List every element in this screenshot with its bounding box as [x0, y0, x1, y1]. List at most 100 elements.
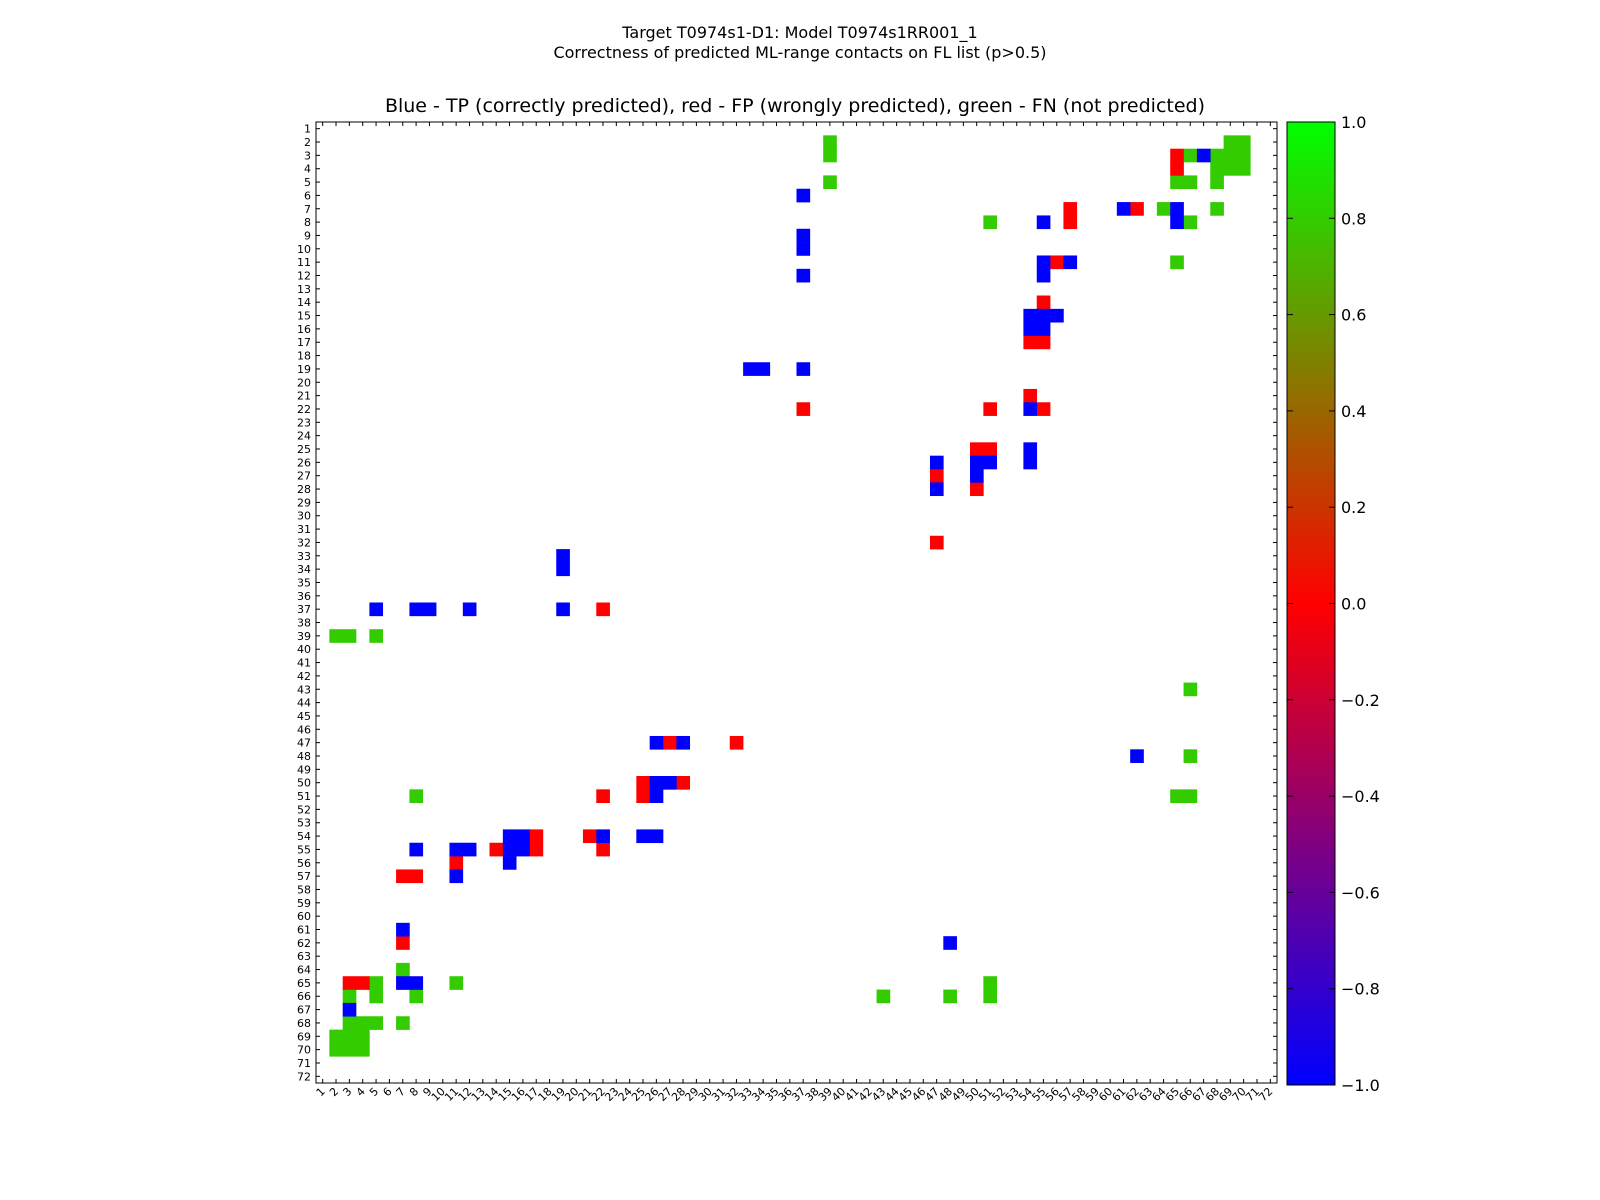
cell-fn	[342, 989, 357, 1004]
y-tick-label: 62	[297, 937, 311, 950]
cell-fn	[1170, 255, 1184, 270]
cell-tp	[1170, 215, 1184, 230]
cell-fp	[663, 735, 677, 750]
cell-tp	[1170, 202, 1184, 216]
cell-tp	[409, 842, 424, 857]
cell-fn	[329, 629, 343, 643]
cell-tp	[929, 482, 944, 497]
y-tick-label: 29	[297, 496, 311, 509]
y-tick-label: 63	[297, 950, 311, 963]
cell-fp	[1036, 402, 1051, 416]
y-tick-label: 31	[297, 523, 311, 536]
colorbar-ticks: 1.0 0.8 0.6 0.4 0.2 0.0 −0.2 −0.4 −0.6 −0.8 −1.0	[1287, 113, 1380, 1095]
cell-tp	[943, 936, 957, 950]
cell-fn	[1223, 148, 1238, 163]
cell-fp	[489, 842, 504, 857]
y-tick-label: 53	[297, 817, 311, 830]
cell-fn	[329, 1042, 343, 1057]
cell-fp	[582, 829, 597, 844]
y-tick-label: 60	[297, 910, 311, 923]
cell-tp	[1036, 255, 1051, 270]
cell-fn	[1183, 175, 1198, 190]
cell-tp	[396, 976, 410, 990]
y-tick-label: 26	[297, 456, 311, 469]
cell-tp	[1063, 255, 1078, 270]
cell-fn	[1210, 175, 1224, 190]
cell-fp	[1170, 148, 1184, 163]
cell-tp	[1036, 322, 1051, 336]
cell-tp	[1036, 308, 1051, 323]
cell-tp	[422, 602, 437, 617]
cell-fp	[676, 776, 691, 790]
y-tick-label: 56	[297, 857, 311, 870]
cell-tp	[796, 362, 811, 376]
y-tick-label: 61	[297, 924, 311, 937]
y-tick-label: 65	[297, 977, 311, 990]
y-tick-label: 21	[297, 390, 311, 403]
contact-cells	[329, 135, 1251, 1057]
cell-tp	[796, 188, 811, 203]
y-tick-label: 1	[304, 123, 311, 136]
cell-fn	[983, 989, 998, 1004]
cell-fn	[943, 989, 957, 1004]
cell-fp	[636, 776, 650, 790]
y-tick-label: 54	[297, 830, 311, 843]
cell-tp	[970, 469, 984, 483]
cell-tp	[342, 1002, 357, 1017]
y-tick-label: 43	[297, 683, 311, 696]
cell-tp	[449, 842, 464, 857]
cell-fn	[409, 789, 424, 804]
cell-tp	[929, 455, 944, 470]
cell-fp	[596, 842, 610, 857]
cell-fp	[342, 976, 357, 990]
cell-fp	[1036, 335, 1051, 350]
y-tick-label: 40	[297, 643, 311, 656]
y-tick-label: 38	[297, 617, 311, 630]
cell-fn	[1183, 789, 1198, 804]
cell-tp	[502, 829, 517, 844]
cell-fn	[1156, 202, 1171, 216]
cell-fp	[983, 442, 998, 456]
cell-fp	[1050, 255, 1064, 270]
y-tick-label: 32	[297, 536, 311, 549]
cell-fn	[1170, 175, 1184, 190]
y-tick-label: 59	[297, 897, 311, 910]
y-tick-label: 67	[297, 1004, 311, 1017]
y-tick-label: 24	[297, 430, 311, 443]
cell-fp	[1063, 215, 1078, 230]
y-tick-label: 68	[297, 1017, 311, 1030]
cell-tp	[409, 976, 424, 990]
colorbar-tick-label: 1.0	[1341, 113, 1366, 132]
y-tick-label: 2	[304, 136, 311, 149]
y-tick-label: 17	[297, 336, 311, 349]
cell-fp	[1170, 162, 1184, 176]
y-tick-label: 39	[297, 630, 311, 643]
cell-tp	[676, 735, 691, 750]
cell-fp	[1023, 388, 1038, 403]
y-tick-label: 3	[304, 149, 311, 162]
cell-fn	[1183, 148, 1198, 163]
cell-fn	[369, 1016, 384, 1030]
cell-fp	[1036, 295, 1051, 310]
cell-tp	[636, 829, 650, 844]
cell-tp	[556, 549, 570, 563]
y-tick-label: 28	[297, 483, 311, 496]
cell-tp	[743, 362, 757, 376]
cell-fp	[983, 402, 998, 416]
y-tick-label: 8	[304, 216, 311, 229]
y-tick-label: 11	[297, 256, 311, 269]
y-tick-label: 50	[297, 777, 311, 790]
colorbar-tick-label: 0.0	[1341, 595, 1366, 614]
cell-fn	[1183, 682, 1198, 697]
plot-title: Blue - TP (correctly predicted), red - F…	[385, 95, 1205, 117]
cell-tp	[1023, 442, 1038, 456]
y-tick-label: 72	[297, 1070, 311, 1083]
cell-tp	[649, 829, 664, 844]
y-tick-label: 22	[297, 403, 311, 416]
cell-fn	[342, 1042, 357, 1057]
y-tick-label: 45	[297, 710, 311, 723]
cell-fn	[1223, 135, 1238, 149]
suptitle-line-2: Correctness of predicted ML-range contac…	[553, 43, 1046, 62]
cell-fn	[823, 175, 837, 190]
y-tick-label: 58	[297, 883, 311, 896]
